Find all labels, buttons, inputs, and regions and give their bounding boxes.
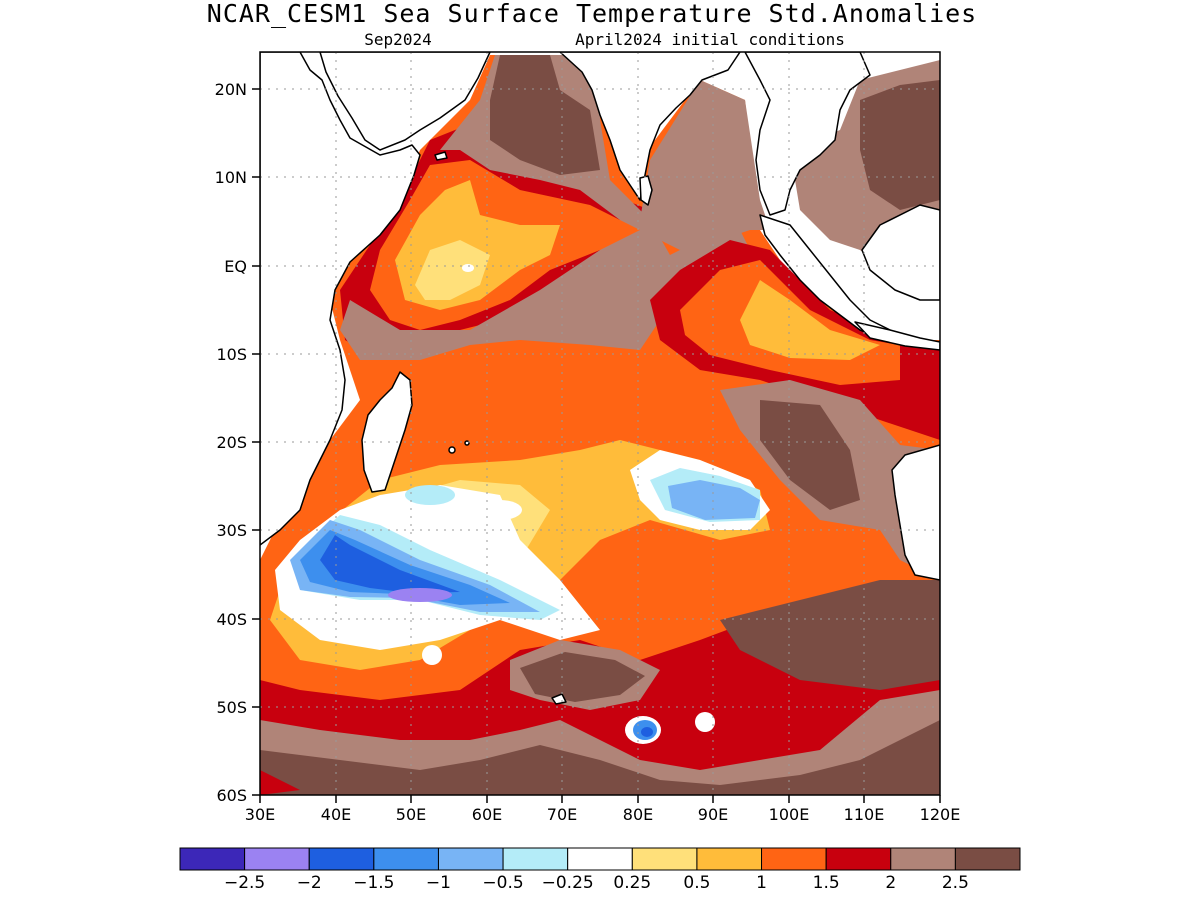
land-africa (260, 52, 421, 546)
lon-tick-label: 60E (472, 805, 502, 824)
lat-tick-label: EQ (224, 257, 247, 276)
lon-tick-label: 40E (321, 805, 351, 824)
colorbar-label: −2 (297, 873, 322, 893)
colorbar-label: −0.5 (482, 873, 523, 893)
anomaly-region-southern-cyan-spot (405, 485, 455, 505)
colorbar-swatch (179, 847, 246, 871)
lat-tick-label: 50S (216, 698, 247, 717)
land-reunion (448, 446, 456, 454)
lat-tick-label: 30S (216, 521, 247, 540)
lat-tick-label: 10S (216, 345, 247, 364)
lat-tick-label: 20S (216, 433, 247, 452)
lat-tick-label: 60S (216, 786, 247, 805)
land-borneo (861, 204, 940, 301)
anomaly-region-kerguelen-brown (520, 652, 645, 702)
latitude-axis (252, 88, 260, 796)
colorbar-swatch (631, 847, 698, 871)
map-subtitle-month: Sep2024 (364, 30, 431, 49)
anomaly-region-south-china-sea-dark (860, 80, 940, 210)
colorbar-label: 2.5 (942, 873, 969, 893)
colorbar-label: 1.5 (813, 873, 840, 893)
anomaly-region-bay-of-bengal (640, 80, 770, 250)
colorbar-swatch (825, 847, 892, 871)
land-madagascar (361, 371, 413, 493)
lon-tick-label: 90E (698, 805, 728, 824)
lon-tick-label: 100E (769, 805, 810, 824)
colorbar-label: −2.5 (224, 873, 265, 893)
colorbar: −2.5 −2 −1.5 −1 −0.5 −0.25 0.25 0.5 1 1.5 2 2.5 (179, 847, 1021, 893)
lon-tick-label: 70E (547, 805, 577, 824)
colorbar-swatch (244, 847, 310, 871)
land-arabia (319, 52, 491, 151)
colorbar-swatch (890, 847, 956, 871)
anomaly-fill-layer (260, 55, 940, 795)
land-layer (260, 52, 940, 705)
lon-tick-label: 50E (396, 805, 426, 824)
colorbar-label: −1.5 (353, 873, 394, 893)
land-southeast-asia (744, 52, 871, 216)
anomaly-region-southeast-ocean-brown (720, 580, 940, 690)
anomaly-region-arabian-sea (340, 55, 760, 360)
lon-tick-label: 110E (844, 805, 885, 824)
land-java (854, 321, 940, 351)
land-sri-lanka (639, 175, 653, 206)
colorbar-label: 1 (756, 873, 767, 893)
lon-tick-label: 80E (623, 805, 653, 824)
land-australia (891, 444, 940, 581)
colorbar-swatch (437, 847, 504, 871)
map-title: NCAR_CESM1 Sea Surface Temperature Std.A… (207, 0, 977, 28)
latitude-labels: 20N 10N EQ 10S 20S 30S 40S 50S 60S (215, 80, 247, 805)
anomaly-region-southern-ocean-brown (260, 720, 940, 795)
anomaly-region-southeast-brown (760, 400, 860, 510)
anomaly-region-warm-eddy-white (695, 712, 715, 732)
colorbar-label: −0.25 (542, 873, 594, 893)
anomaly-region-arabian-sea-dark (490, 55, 600, 175)
longitude-axis (259, 795, 941, 803)
anomaly-region-southern-white-eye (422, 645, 442, 665)
map-frame (259, 51, 941, 796)
colorbar-label: 2 (885, 873, 896, 893)
colorbar-swatch (308, 847, 375, 871)
anomaly-region-arabian-sea-white (462, 264, 474, 272)
lat-tick-label: 40S (216, 610, 247, 629)
lon-tick-label: 120E (920, 805, 961, 824)
anomaly-region-cold-eddy-core (641, 727, 653, 737)
colorbar-label: −1 (426, 873, 451, 893)
anomaly-region-arabian-sea-pale (415, 240, 490, 300)
longitude-labels: 30E 40E 50E 60E 70E 80E 90E 100E 110E 12… (245, 805, 961, 824)
graticule (260, 52, 940, 795)
anomaly-region-southwest-red (260, 770, 300, 795)
land-socotra (434, 151, 448, 161)
anomaly-region-eddy-blue (668, 480, 760, 520)
anomaly-region-southern-violet (388, 588, 452, 602)
colorbar-label: 0.25 (613, 873, 651, 893)
anomaly-region-southern-white-spot (478, 500, 522, 520)
colorbar-swatch (502, 847, 569, 871)
map-subtitle-initial-conditions: April2024 initial conditions (575, 30, 845, 49)
colorbar-label: 0.5 (683, 873, 710, 893)
lat-tick-label: 10N (215, 168, 247, 187)
anomaly-region-southern-strong-blue (320, 535, 460, 593)
colorbar-swatch (373, 847, 439, 871)
colorbar-swatch (696, 847, 763, 871)
lon-tick-label: 30E (245, 805, 275, 824)
colorbar-swatch (761, 847, 827, 871)
map-panel (260, 52, 940, 795)
colorbar-swatch (954, 847, 1021, 871)
lat-tick-label: 20N (215, 80, 247, 99)
colorbar-swatch (567, 847, 633, 871)
anomaly-region-eastern-equatorial-yellow (740, 280, 880, 360)
